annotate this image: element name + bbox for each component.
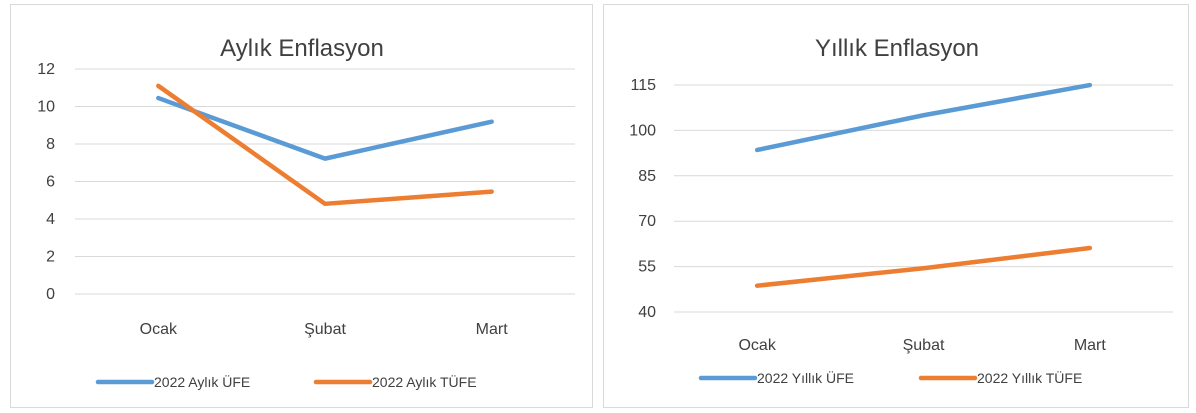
series-line bbox=[754, 82, 1093, 153]
y-tick-label: 55 bbox=[638, 259, 656, 276]
y-tick-label: 4 bbox=[46, 211, 55, 228]
x-tick-label: Mart bbox=[1074, 337, 1107, 354]
series-line bbox=[156, 83, 494, 207]
y-tick-label: 70 bbox=[638, 213, 656, 230]
y-tick-label: 6 bbox=[46, 174, 55, 191]
x-tick-label: Şubat bbox=[304, 321, 346, 338]
legend-label: 2022 Aylık ÜFE bbox=[154, 373, 250, 390]
legend-label: 2022 Yıllık TÜFE bbox=[977, 369, 1082, 386]
series-line bbox=[156, 95, 494, 161]
legend-label: 2022 Yıllık ÜFE bbox=[757, 369, 854, 386]
y-tick-label: 85 bbox=[638, 168, 656, 185]
y-tick-label: 2 bbox=[46, 249, 55, 266]
y-tick-label: 12 bbox=[37, 61, 55, 78]
y-tick-label: 115 bbox=[630, 77, 656, 94]
x-tick-label: Ocak bbox=[140, 321, 178, 338]
annual-inflation-chart: Yıllık Enflasyon 40 55 70 85 100 115 Ocak Şuba… bbox=[603, 4, 1189, 408]
x-tick-label: Şubat bbox=[903, 337, 945, 354]
x-tick-label: Ocak bbox=[738, 337, 776, 354]
y-tick-label: 8 bbox=[46, 136, 55, 153]
y-tick-label: 100 bbox=[629, 122, 656, 139]
chart-title: Yıllık Enflasyon bbox=[815, 35, 979, 62]
y-tick-label: 0 bbox=[46, 286, 55, 303]
monthly-inflation-chart: Aylık Enflasyon 0 2 4 6 8 10 12 Ocak Şubat Mart … bbox=[10, 4, 593, 408]
legend-label: 2022 Aylık TÜFE bbox=[372, 373, 477, 390]
annual-inflation-chart-svg: Yıllık Enflasyon 40 55 70 85 100 115 Ocak Şuba… bbox=[629, 35, 1173, 386]
chart-title: Aylık Enflasyon bbox=[220, 35, 384, 62]
series-line bbox=[754, 245, 1093, 288]
y-tick-label: 40 bbox=[638, 304, 656, 321]
y-tick-label: 10 bbox=[37, 99, 55, 116]
x-tick-label: Mart bbox=[476, 321, 509, 338]
